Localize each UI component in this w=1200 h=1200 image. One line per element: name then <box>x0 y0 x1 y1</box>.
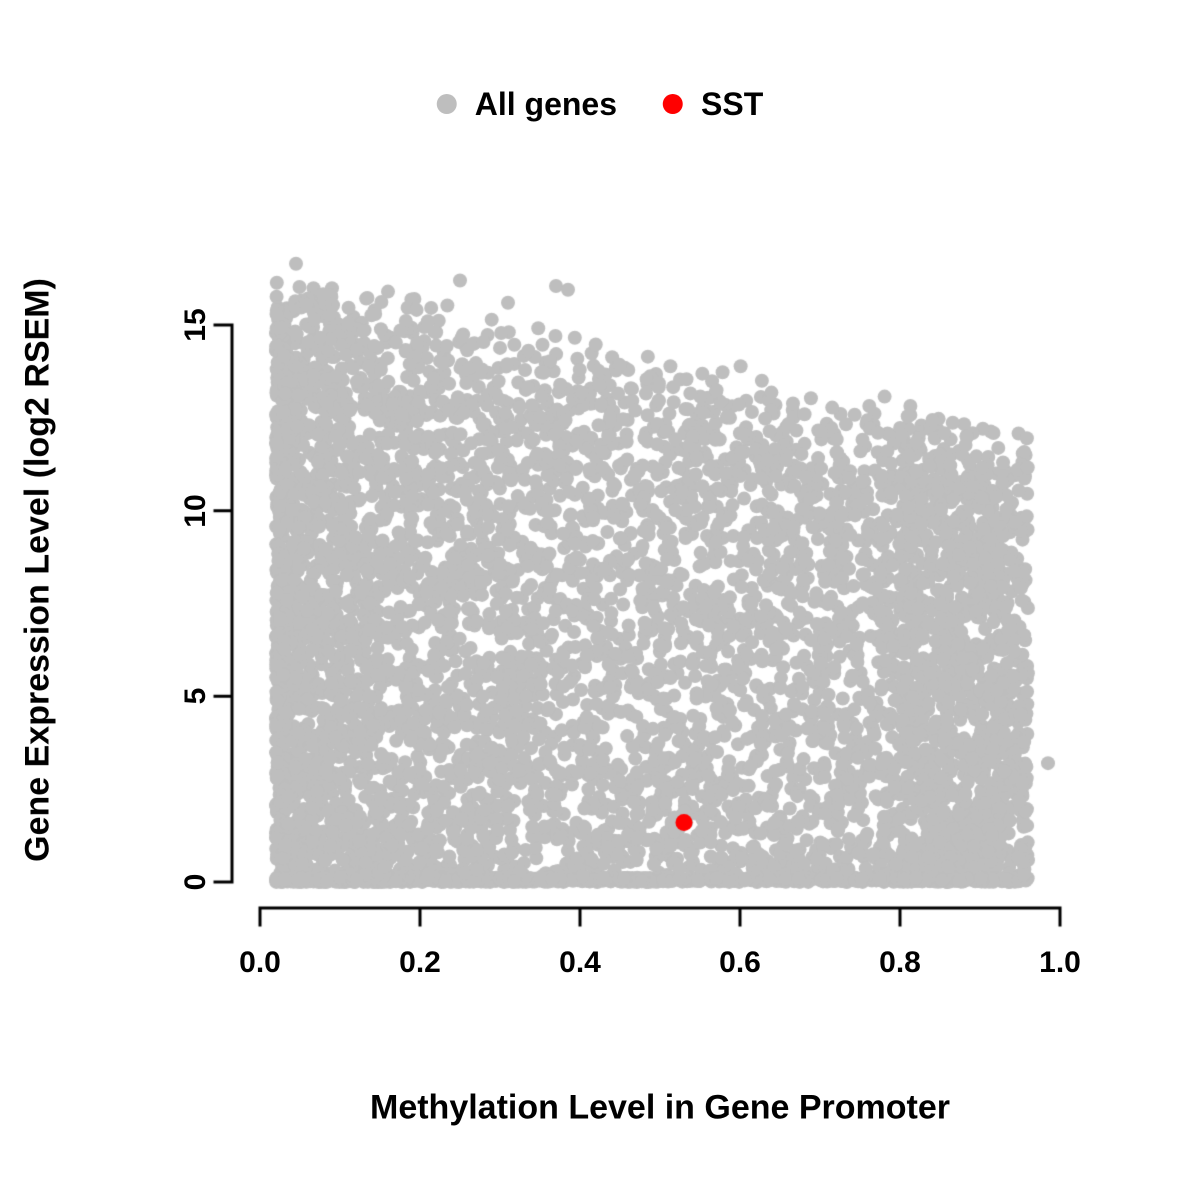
y-tick-label: 5 <box>179 687 212 705</box>
legend-item-all-genes: All genes <box>436 86 618 122</box>
legend-item-sst: SST <box>663 88 763 120</box>
y-tick-label: 15 <box>179 308 212 342</box>
x-tick-label: 0.4 <box>559 946 601 979</box>
y-axis-title: Gene Expression Level (log2 RSEM) <box>18 278 57 862</box>
x-tick-label: 0.2 <box>399 946 441 979</box>
legend-label-all-genes: All genes <box>474 86 618 122</box>
y-tick-label: 0 <box>179 873 212 891</box>
x-tick-label: 0.6 <box>719 946 761 979</box>
legend: All genes SST <box>436 86 763 122</box>
all-genes-dot-icon <box>436 94 457 114</box>
y-tick-label: 10 <box>179 493 212 528</box>
x-tick-label: 0.0 <box>239 946 281 979</box>
sst-dot-icon <box>663 94 684 114</box>
legend-label-sst: SST <box>701 86 764 122</box>
x-tick-label: 0.8 <box>879 946 921 979</box>
x-axis-title: Methylation Level in Gene Promoter <box>369 1088 951 1127</box>
x-tick-label: 1.0 <box>1039 946 1081 979</box>
